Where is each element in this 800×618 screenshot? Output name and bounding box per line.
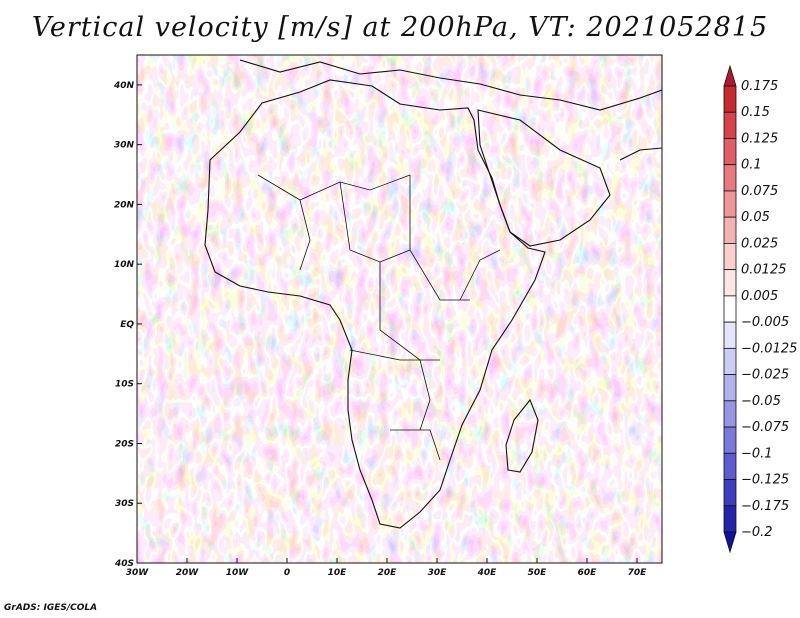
- colorbar-label: 0.1: [741, 158, 762, 173]
- madagascar-coastline: [505, 398, 539, 473]
- grads-credit: GrADS: IGES/COLA: [4, 603, 98, 613]
- colorbar-swatch: [723, 295, 737, 323]
- y-tick-label: EQ: [120, 320, 134, 330]
- colorbar-label: −0.005: [741, 315, 789, 330]
- x-axis: 30W 20W 10W 0 10E 20E 30E 40E 50E 60E 70E: [126, 558, 647, 578]
- y-tick-label: 10N: [114, 260, 135, 270]
- colorbar-label: −0.0125: [741, 341, 797, 356]
- colorbar-label: 0.05: [741, 210, 770, 225]
- colorbar-label: 0.075: [741, 184, 778, 199]
- colorbar-label: −0.05: [741, 394, 781, 409]
- colorbar-swatch: [723, 505, 737, 533]
- colorbar-swatch: [723, 64, 737, 87]
- x-tick-label: 0: [284, 568, 290, 578]
- colorbar-label: −0.025: [741, 368, 789, 383]
- border-lines: [257, 174, 501, 461]
- colorbar-swatch: [723, 531, 737, 554]
- colorbar-swatch: [723, 374, 737, 402]
- colorbar-swatch: [723, 216, 737, 244]
- colorbar-swatch: [723, 138, 737, 166]
- velocity-field: [137, 55, 662, 563]
- colorbar-swatch: [723, 347, 737, 375]
- colorbar-label: 0.005: [741, 289, 778, 304]
- arabia-coastline: [477, 109, 611, 247]
- colorbar-label: −0.125: [741, 473, 789, 488]
- x-tick-label: 20E: [378, 568, 398, 578]
- y-tick-label: 30S: [115, 499, 134, 509]
- europe-coastline: [239, 59, 662, 111]
- x-tick-label: 60E: [578, 568, 598, 578]
- colorbar-swatch: [723, 111, 737, 139]
- x-tick-label: 70E: [628, 568, 648, 578]
- x-tick-label: 30W: [126, 568, 150, 578]
- y-tick-label: 40N: [113, 81, 135, 91]
- colorbar-swatch: [723, 426, 737, 454]
- colorbar-label: 0.175: [741, 79, 778, 94]
- india-coastline: [619, 147, 662, 161]
- colorbar-label: −0.175: [741, 499, 789, 514]
- y-tick-label: 20S: [115, 439, 134, 449]
- colorbar: 0.175 0.15 0.125 0.1 0.075 0.05 0.025 0.0125 0.0…: [723, 64, 797, 554]
- colorbar-label: 0.0125: [741, 263, 787, 278]
- colorbar-swatch: [723, 269, 737, 297]
- y-tick-label: 20N: [114, 200, 135, 210]
- y-axis: 40N 30N 20N 10N EQ 10S 20S 30S 40S: [113, 81, 142, 569]
- x-tick-label: 40E: [477, 568, 498, 578]
- africa-coastline: [204, 79, 546, 529]
- y-tick-label: 10S: [115, 380, 134, 390]
- colorbar-label: 0.025: [741, 236, 778, 251]
- colorbar-label: −0.2: [741, 525, 773, 540]
- colorbar-swatch: [723, 400, 737, 428]
- colorbar-swatch: [723, 164, 737, 192]
- chart-title: Vertical velocity [m/s] at 200hPa, VT: 2…: [31, 12, 769, 43]
- y-tick-label: 30N: [114, 141, 135, 151]
- colorbar-swatch: [723, 452, 737, 480]
- colorbar-label: −0.1: [741, 446, 773, 461]
- colorbar-label: −0.075: [741, 420, 789, 435]
- colorbar-swatch: [723, 85, 737, 113]
- x-tick-label: 50E: [528, 568, 548, 578]
- colorbar-swatch: [723, 479, 737, 507]
- colorbar-swatch: [723, 190, 737, 218]
- x-tick-label: 30E: [428, 568, 448, 578]
- y-tick-label: 40S: [114, 559, 134, 569]
- plot-frame: [136, 54, 663, 564]
- x-tick-label: 10E: [328, 568, 348, 578]
- colorbar-swatch: [723, 321, 737, 349]
- x-tick-label: 20W: [176, 568, 200, 578]
- x-tick-label: 10W: [226, 568, 250, 578]
- colorbar-label: 0.15: [741, 105, 770, 120]
- coastlines: [204, 59, 662, 529]
- colorbar-swatch: [723, 243, 737, 271]
- colorbar-label: 0.125: [741, 131, 778, 146]
